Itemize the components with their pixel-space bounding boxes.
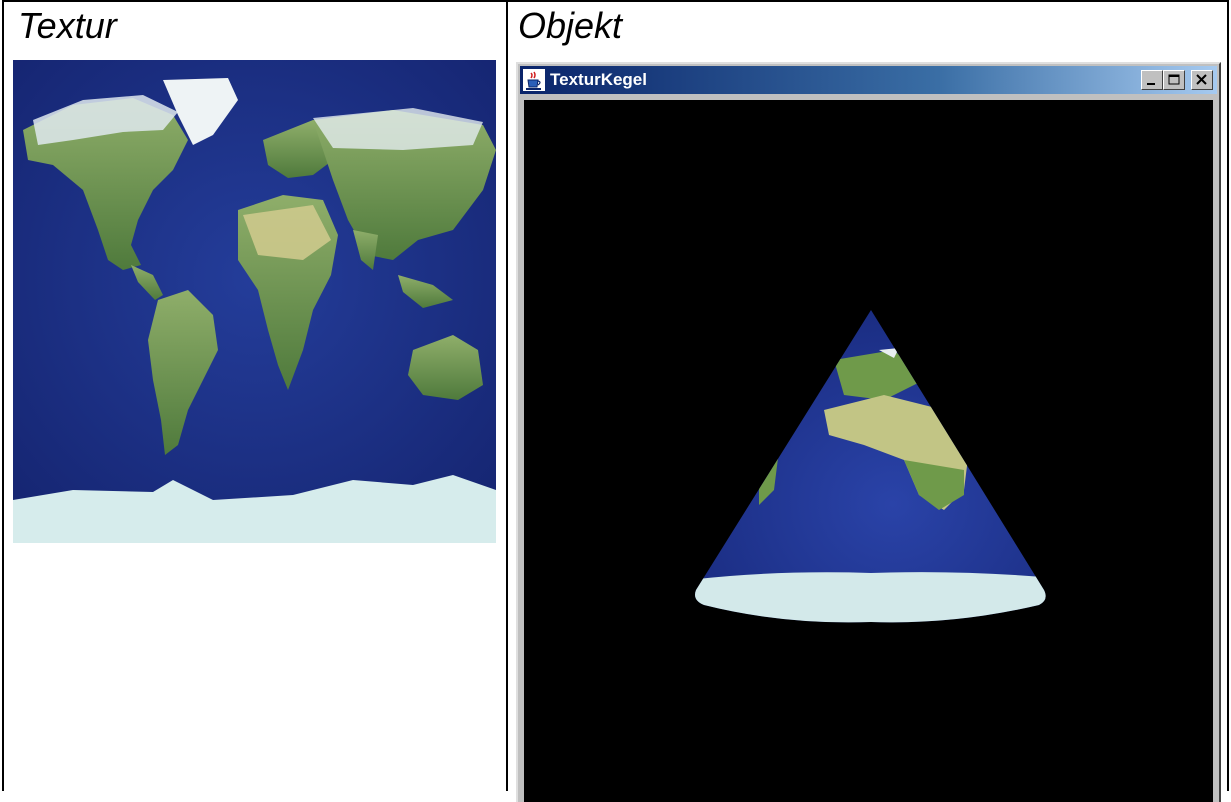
minimize-icon <box>1147 83 1155 85</box>
maximize-icon <box>1168 74 1180 85</box>
window-title: TexturKegel <box>550 70 647 89</box>
table-border-top <box>2 0 1229 2</box>
world-map <box>13 60 496 543</box>
texturkegel-window: TexturKegel <box>516 62 1221 802</box>
table-border-left <box>2 0 4 791</box>
texture-heading: Textur <box>18 5 117 46</box>
maximize-button[interactable] <box>1163 70 1185 90</box>
java-cup-icon[interactable] <box>523 69 545 91</box>
table-border-middle <box>506 0 508 791</box>
close-button[interactable] <box>1191 70 1213 90</box>
minimize-button[interactable] <box>1141 70 1163 90</box>
object-heading: Objekt <box>518 5 623 46</box>
window-titlebar[interactable]: TexturKegel <box>520 66 1217 94</box>
textured-cone <box>695 310 1046 623</box>
table-border-right <box>1227 0 1229 791</box>
render-canvas[interactable] <box>524 100 1213 802</box>
close-icon <box>1196 74 1207 85</box>
world-texture-image <box>13 60 496 543</box>
